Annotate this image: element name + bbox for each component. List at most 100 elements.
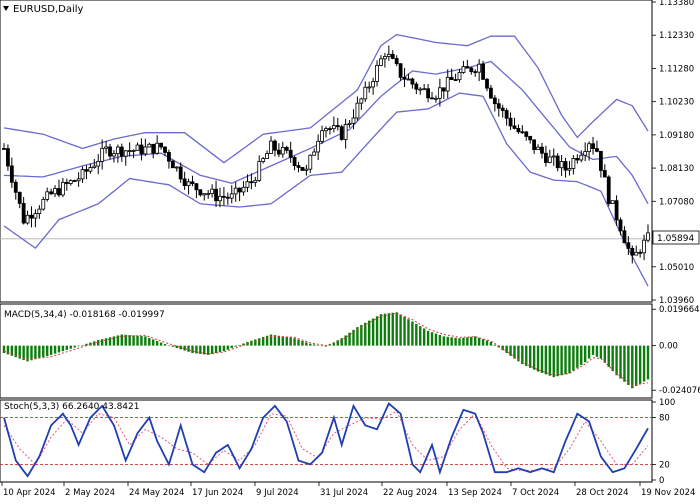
candle-body <box>398 63 403 78</box>
candle-body <box>516 128 521 133</box>
macd-bar <box>42 345 45 358</box>
macd-bar <box>356 327 359 346</box>
macd-bar <box>560 345 563 376</box>
candle-body <box>540 146 544 154</box>
candle-body <box>331 125 336 130</box>
macd-bar <box>136 335 139 346</box>
symbol-timeframe-label: EURUSD,Daily <box>13 4 84 15</box>
candle-body <box>371 81 376 88</box>
candle-body <box>563 161 568 171</box>
macd-bar <box>407 319 410 346</box>
candle-body <box>49 191 54 195</box>
macd-bar <box>477 337 481 346</box>
candle-body <box>437 87 442 99</box>
candle-body <box>241 186 246 193</box>
candle-body <box>100 147 105 162</box>
candle-body <box>339 126 344 140</box>
candle-body <box>284 147 289 151</box>
macd-bar <box>548 345 552 376</box>
candlesticks <box>2 45 650 264</box>
macd-bar <box>481 339 485 346</box>
macd-bar <box>234 345 237 347</box>
candle-body <box>441 87 446 92</box>
macd-bar <box>128 335 131 346</box>
macd-bar <box>540 345 544 373</box>
macd-bar <box>293 338 296 346</box>
macd-bar <box>273 335 277 346</box>
macd-bar <box>214 345 218 354</box>
macd-bar <box>470 336 473 346</box>
macd-bar <box>367 320 371 346</box>
x-tick-label: 31 Jul 2024 <box>320 488 368 498</box>
candle-body <box>375 64 379 82</box>
current-price-label: 1.05894 <box>657 234 694 244</box>
candle-body <box>288 149 293 158</box>
macd-bar <box>124 334 127 346</box>
bollinger-upper-band <box>3 33 649 164</box>
macd-bar <box>14 345 17 358</box>
candle-body <box>630 247 635 256</box>
macd-bar <box>289 337 292 346</box>
macd-bar <box>250 340 253 346</box>
candle-body <box>477 63 482 73</box>
candle-body <box>104 146 108 149</box>
stoch-main-line <box>3 402 649 478</box>
candle-body <box>229 193 234 199</box>
macd-bar <box>493 344 497 346</box>
macd-bar <box>474 336 477 346</box>
macd-bar <box>10 345 14 356</box>
macd-bar <box>513 345 516 359</box>
macd-bar <box>261 336 265 346</box>
candle-body <box>524 131 529 137</box>
candle-body <box>457 72 462 81</box>
macd-bar <box>403 316 406 346</box>
candle-body <box>245 181 250 188</box>
macd-bar <box>395 312 398 346</box>
macd-bar <box>646 345 650 380</box>
macd-tick-label: -0.024076 <box>659 386 700 396</box>
macd-bar <box>187 345 190 352</box>
candle-body <box>57 188 61 196</box>
macd-bar <box>167 345 171 347</box>
macd-bar <box>419 326 422 346</box>
macd-tick-label: 0.019664 <box>659 305 700 315</box>
candle-body <box>108 146 112 157</box>
macd-bar <box>238 345 241 346</box>
candle-body <box>190 181 195 185</box>
macd-bar <box>446 336 449 346</box>
macd-bar <box>505 345 508 354</box>
candle-body <box>174 166 179 169</box>
macd-bar <box>623 345 626 382</box>
candle-body <box>2 148 6 150</box>
macd-bar <box>191 345 194 354</box>
candle-body <box>481 63 485 80</box>
candle-body <box>61 181 65 196</box>
macd-bar <box>309 343 312 346</box>
candle-body <box>567 168 572 171</box>
macd-bar <box>277 335 281 346</box>
candle-body <box>178 166 183 180</box>
candle-body <box>112 153 116 157</box>
candle-body <box>359 98 364 104</box>
macd-bar <box>328 344 332 346</box>
macd-bar <box>517 345 520 362</box>
price-tick-label: 1.03960 <box>659 296 694 306</box>
macd-bar <box>391 312 394 346</box>
macd-bar <box>442 336 446 346</box>
candle-body <box>92 165 97 168</box>
macd-bar <box>281 336 285 346</box>
candle-body <box>170 160 175 169</box>
stoch-label: Stoch(5,3,3) 66.2640 43.8421 <box>4 402 139 412</box>
candle-body <box>489 87 493 99</box>
candle-body <box>53 188 57 195</box>
macd-bar <box>45 345 49 356</box>
macd-bar <box>411 321 414 346</box>
macd-bar <box>148 337 151 346</box>
macd-bar <box>583 345 587 363</box>
price-tick-label: 1.12330 <box>659 31 694 41</box>
price-header: EURUSD,Daily <box>3 4 84 15</box>
x-tick-label: 7 Oct 2024 <box>512 488 559 498</box>
macd-bar <box>112 336 116 346</box>
